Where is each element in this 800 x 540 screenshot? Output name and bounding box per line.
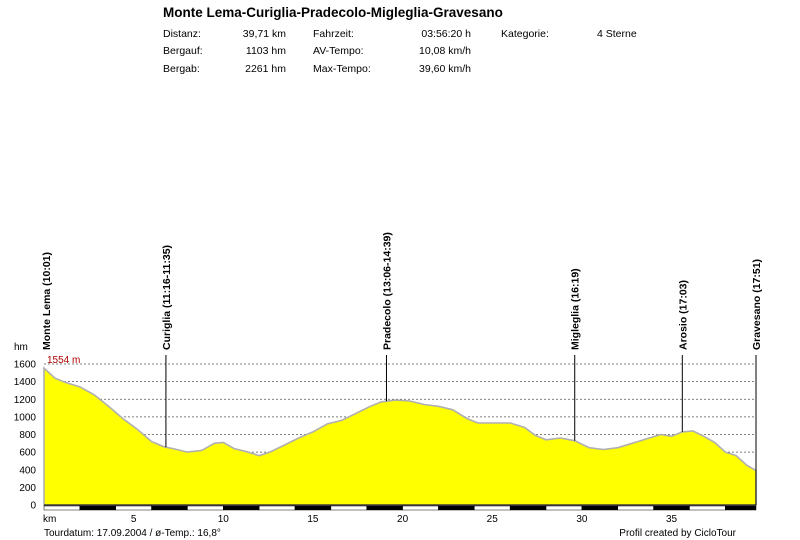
x-axis-scale-segment xyxy=(330,505,367,511)
x-axis-scale-segment xyxy=(689,505,726,511)
x-tick-label: 25 xyxy=(487,514,499,525)
y-tick-label: 1400 xyxy=(14,377,37,388)
x-axis-scale-segment xyxy=(402,505,439,511)
waypoint-label: Migleglia (16:19) xyxy=(570,268,582,350)
y-tick-label: 1000 xyxy=(14,412,37,423)
elevation-area xyxy=(43,366,757,506)
x-tick-label: 10 xyxy=(218,514,230,525)
x-tick-label: 15 xyxy=(307,514,319,525)
x-axis-scale-segment xyxy=(294,505,332,511)
tour-date: Tourdatum: 17.09.2004 / ø-Temp.: 16,8° xyxy=(44,528,221,539)
y-tick-label: 1200 xyxy=(14,395,37,406)
x-axis-scale-segment xyxy=(151,505,188,511)
descent-value: 2261 hm xyxy=(245,63,286,75)
avgspeed-label: AV-Tempo: xyxy=(313,45,364,57)
x-tick-label: 35 xyxy=(666,514,678,525)
waypoint-layer: Monte Lema (10:01) Curiglia (11:16-11:35)… xyxy=(41,232,763,505)
waypoint-label: Curiglia (11:16-11:35) xyxy=(161,245,173,350)
y-tick-label: 200 xyxy=(19,483,36,494)
x-axis-scale-segment xyxy=(79,505,116,511)
x-axis-scale-segment xyxy=(223,505,260,511)
y-axis-unit: hm xyxy=(14,342,28,353)
x-axis-scale-segment xyxy=(187,505,224,511)
y-tick-label: 800 xyxy=(19,430,36,441)
x-axis-scale-segment xyxy=(258,505,296,511)
x-axis-scale-segment xyxy=(725,505,757,511)
x-axis-unit: km xyxy=(43,514,56,525)
maxspeed-label: Max-Tempo: xyxy=(313,63,371,75)
ridetime-label: Fahrzeit: xyxy=(313,28,354,40)
x-axis-scale-segment xyxy=(581,505,619,511)
x-axis-scale-segment xyxy=(509,505,547,511)
y-tick-label: 400 xyxy=(19,465,36,476)
y-tick-label: 600 xyxy=(19,448,36,459)
distance-label: Distanz: xyxy=(163,28,201,40)
ridetime-value: 03:56:20 h xyxy=(421,28,471,40)
ascent-value: 1103 hm xyxy=(245,45,286,57)
credit-text: Profil created by CicloTour xyxy=(619,528,736,539)
tour-title: Monte Lema-Curiglia-Pradecolo-Migleglia-… xyxy=(163,5,503,20)
x-axis-scale-segment xyxy=(366,505,403,511)
distance-value: 39,71 km xyxy=(242,28,286,40)
y-tick-label: 0 xyxy=(30,501,36,512)
category-value: 4 Sterne xyxy=(597,28,637,40)
waypoint-label: Monte Lema (10:01) xyxy=(41,252,53,350)
waypoint-label: Pradecolo (13:06-14:39) xyxy=(381,232,393,350)
x-tick-label: 20 xyxy=(397,514,409,525)
x-tick-label: 30 xyxy=(576,514,588,525)
y-tick-label: 1600 xyxy=(14,360,37,371)
category-label: Kategorie: xyxy=(501,28,549,40)
x-axis-scale-segment xyxy=(617,505,654,511)
max-elevation-label: 1554 m xyxy=(47,355,80,366)
x-tick-label: 5 xyxy=(131,514,137,525)
waypoint-label: Gravesano (17:51) xyxy=(751,259,763,350)
descent-label: Bergab: xyxy=(163,63,200,75)
x-axis-scale-segment xyxy=(545,505,583,511)
ascent-label: Bergauf: xyxy=(163,45,203,57)
x-axis-scale-segment xyxy=(474,505,511,511)
x-axis-scale-segment xyxy=(438,505,475,511)
maxspeed-value: 39,60 km/h xyxy=(419,63,471,75)
avgspeed-value: 10,08 km/h xyxy=(419,45,471,57)
axis-layer: 0 200 400 600 800 1000 1200 1400 1600 5 10 15 20 25 30… xyxy=(14,360,757,525)
x-axis-scale-segment xyxy=(115,505,152,511)
waypoint-label: Arosio (17:03) xyxy=(677,280,689,350)
x-axis-scale-segment xyxy=(653,505,690,511)
x-axis-scale-segment xyxy=(43,505,81,511)
